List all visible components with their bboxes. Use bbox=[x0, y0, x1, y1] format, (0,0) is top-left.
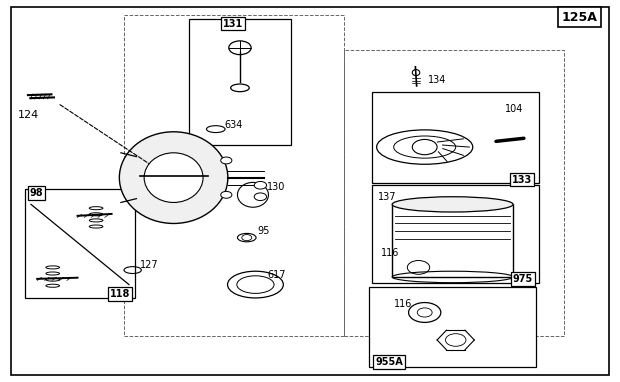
Circle shape bbox=[254, 193, 267, 201]
Text: 975: 975 bbox=[513, 274, 533, 284]
Text: 118: 118 bbox=[110, 289, 130, 299]
Bar bbox=[369, 286, 536, 367]
Text: 137: 137 bbox=[378, 192, 397, 202]
Text: 130: 130 bbox=[267, 182, 285, 192]
Text: 125A: 125A bbox=[562, 11, 598, 24]
Bar bbox=[25, 189, 135, 298]
Bar bbox=[372, 92, 539, 183]
Bar bbox=[392, 204, 513, 277]
Text: 116: 116 bbox=[381, 248, 400, 258]
Circle shape bbox=[221, 191, 232, 198]
Text: 116: 116 bbox=[394, 299, 412, 309]
Bar bbox=[372, 185, 539, 283]
Text: 131: 131 bbox=[223, 19, 244, 29]
Text: 127: 127 bbox=[140, 261, 159, 270]
Text: 124: 124 bbox=[17, 110, 38, 120]
Text: 95: 95 bbox=[257, 226, 270, 236]
Text: 133: 133 bbox=[512, 175, 532, 185]
Text: 104: 104 bbox=[505, 104, 524, 114]
Ellipse shape bbox=[120, 132, 228, 223]
Text: 134: 134 bbox=[428, 75, 446, 85]
Ellipse shape bbox=[392, 197, 513, 212]
Ellipse shape bbox=[144, 153, 203, 202]
Text: 634: 634 bbox=[224, 120, 243, 130]
Bar bbox=[189, 19, 291, 145]
Bar bbox=[124, 15, 344, 336]
Circle shape bbox=[254, 181, 267, 189]
Circle shape bbox=[221, 157, 232, 164]
Text: 98: 98 bbox=[30, 188, 43, 198]
Bar bbox=[344, 50, 564, 336]
Text: 617: 617 bbox=[268, 270, 286, 280]
Text: 955A: 955A bbox=[375, 357, 403, 367]
